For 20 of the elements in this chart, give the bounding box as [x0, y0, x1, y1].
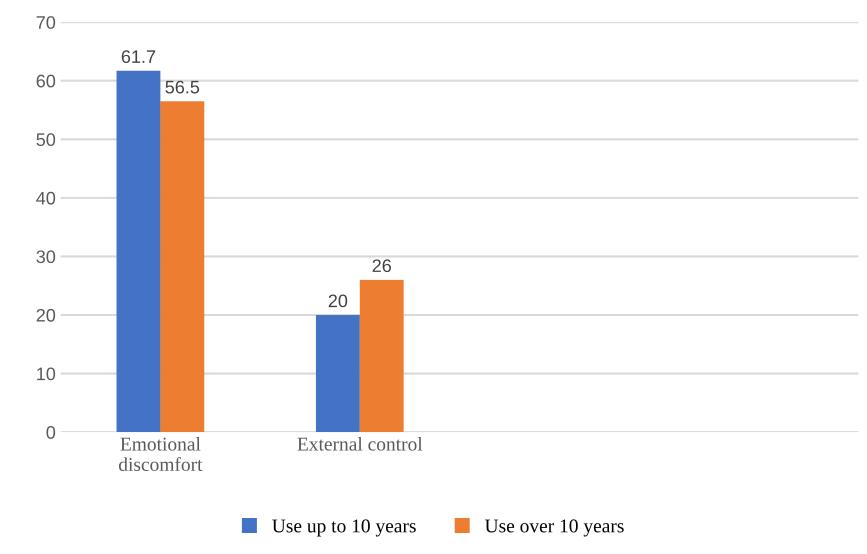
y-tick-label: 40	[36, 192, 56, 205]
data-label: 20	[328, 294, 348, 308]
data-label: 61.7	[122, 50, 156, 64]
legend-label: Use up to 10 years	[272, 519, 416, 536]
y-tick-label: 10	[37, 367, 56, 380]
bar	[360, 280, 404, 432]
y-tick-label: 60	[36, 74, 56, 88]
bar	[160, 101, 204, 432]
legend-label: Use over 10 years	[484, 519, 624, 536]
y-tick-label: 70	[36, 16, 56, 29]
y-tick-label: 0	[46, 426, 56, 439]
data-label: 56.5	[165, 80, 200, 94]
y-tick-label: 50	[36, 133, 56, 146]
bar	[316, 314, 360, 432]
y-tick-label: 30	[36, 250, 56, 264]
data-label: 26	[372, 259, 391, 272]
x-tick-label: External control	[297, 436, 422, 451]
bar	[116, 70, 160, 432]
x-tick-label: Emotional discomfort	[118, 436, 202, 471]
y-tick-label: 20	[36, 308, 56, 322]
